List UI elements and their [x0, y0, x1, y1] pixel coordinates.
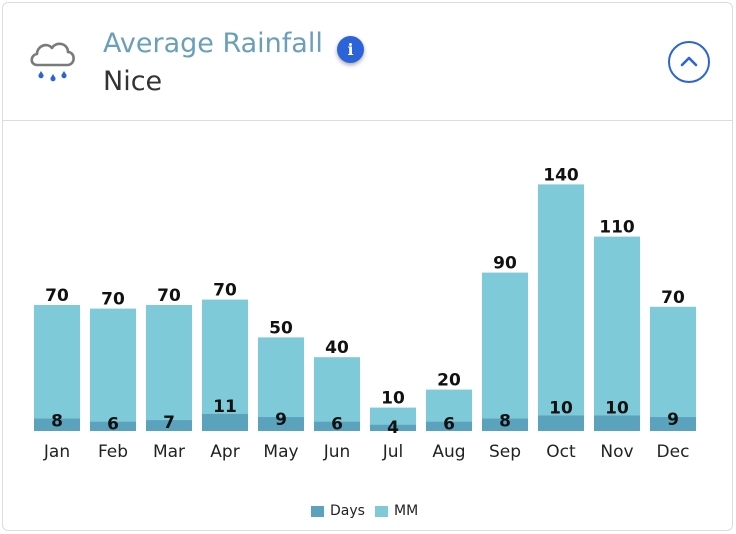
bar-mm-jun[interactable]: [314, 357, 360, 431]
label-days-apr: 11: [213, 397, 237, 417]
label-mm-nov: 110: [599, 218, 635, 238]
x-tick-oct: Oct: [546, 442, 576, 462]
x-tick-sep: Sep: [489, 442, 521, 462]
x-tick-may: May: [263, 442, 298, 462]
label-days-jul: 4: [387, 418, 399, 438]
label-days-aug: 6: [443, 415, 455, 435]
bar-days-aug[interactable]: [426, 421, 472, 431]
bar-days-sep[interactable]: [482, 418, 528, 431]
location-name: Nice: [103, 66, 163, 97]
label-mm-sep: 90: [493, 254, 517, 274]
label-mm-feb: 70: [101, 290, 125, 310]
label-mm-aug: 20: [437, 371, 461, 391]
legend-label-days: Days: [330, 503, 365, 519]
card-header: Average Rainfall Nice i: [3, 3, 732, 121]
legend-swatch-mm: [375, 505, 388, 517]
label-mm-may: 50: [269, 318, 293, 338]
bar-days-mar[interactable]: [146, 420, 192, 431]
bar-mm-jan[interactable]: [34, 305, 80, 431]
legend-swatch-days: [311, 505, 324, 517]
bar-mm-nov[interactable]: [594, 236, 640, 431]
bar-mm-may[interactable]: [258, 337, 304, 431]
legend-item-mm[interactable]: MM: [375, 503, 418, 519]
label-days-may: 9: [275, 410, 287, 430]
collapse-button[interactable]: [668, 41, 710, 83]
label-days-dec: 9: [667, 410, 679, 430]
bar-days-jul[interactable]: [370, 424, 416, 431]
legend-item-days[interactable]: Days: [311, 503, 365, 519]
rain-cloud-icon: [30, 42, 75, 82]
bar-days-oct[interactable]: [538, 415, 584, 432]
bar-days-dec[interactable]: [650, 417, 696, 431]
legend-label-mm: MM: [394, 503, 419, 519]
x-tick-dec: Dec: [657, 442, 690, 462]
bar-mm-mar[interactable]: [146, 305, 192, 431]
bar-days-may[interactable]: [258, 417, 304, 431]
bar-mm-dec[interactable]: [650, 306, 696, 431]
label-days-sep: 8: [499, 412, 511, 432]
bar-days-nov[interactable]: [594, 415, 640, 432]
bar-days-feb[interactable]: [90, 421, 136, 431]
bar-days-jan[interactable]: [34, 418, 80, 431]
card-title: Average Rainfall: [103, 28, 323, 59]
label-mm-jun: 40: [325, 338, 349, 358]
label-mm-oct: 140: [543, 165, 579, 185]
label-days-jan: 8: [51, 412, 63, 432]
x-tick-mar: Mar: [153, 442, 185, 462]
x-tick-jan: Jan: [43, 442, 70, 462]
label-days-oct: 10: [549, 399, 573, 419]
bar-days-apr[interactable]: [202, 413, 248, 431]
label-days-nov: 10: [605, 399, 629, 419]
label-mm-mar: 70: [157, 286, 181, 306]
info-icon[interactable]: i: [337, 36, 364, 63]
label-mm-jul: 10: [381, 389, 405, 409]
x-tick-jun: Jun: [323, 442, 351, 462]
x-tick-aug: Aug: [432, 442, 465, 462]
bar-mm-feb[interactable]: [90, 308, 136, 431]
bar-mm-apr[interactable]: [202, 299, 248, 431]
label-mm-jan: 70: [45, 286, 69, 306]
rainfall-chart: 70 8 Jan 70 6 Feb 70 7 Mar 70 11 Apr 50 9 May 40 6 Jun 10 4…: [34, 165, 696, 462]
label-mm-dec: 70: [661, 288, 685, 308]
bar-mm-sep[interactable]: [482, 272, 528, 431]
label-days-feb: 6: [107, 415, 119, 435]
label-mm-apr: 70: [213, 281, 237, 301]
bar-days-jun[interactable]: [314, 421, 360, 431]
bar-mm-oct[interactable]: [538, 184, 584, 431]
x-tick-apr: Apr: [210, 442, 239, 462]
label-days-jun: 6: [331, 415, 343, 435]
label-days-mar: 7: [163, 413, 175, 433]
x-tick-jul: Jul: [382, 442, 404, 462]
chevron-up-icon: [680, 56, 698, 67]
x-tick-feb: Feb: [98, 442, 128, 462]
x-tick-nov: Nov: [600, 442, 633, 462]
